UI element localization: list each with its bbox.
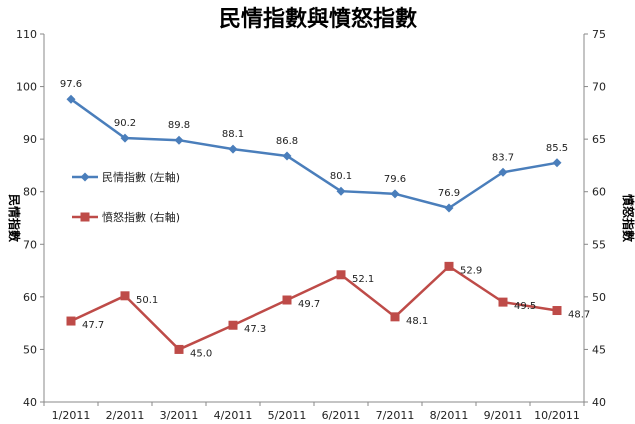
x-tick-label: 6/2011	[322, 409, 361, 422]
chart-title: 民情指數與憤怒指數	[219, 6, 417, 32]
data-label: 88.1	[222, 129, 244, 140]
data-label: 86.8	[276, 136, 298, 147]
data-label: 50.1	[136, 295, 158, 306]
y-ticks-right: 40 45 50 55 60 65 70 75	[584, 28, 606, 409]
y-axis-title-right: 憤怒指數	[621, 194, 635, 242]
data-point	[120, 133, 130, 143]
data-label: 52.9	[460, 265, 482, 276]
data-label: 97.6	[60, 79, 82, 90]
x-tick-label: 5/2011	[268, 409, 307, 422]
y-tick-label-right: 40	[592, 396, 606, 409]
data-point	[498, 297, 508, 307]
y-tick-label-left: 110	[16, 28, 37, 41]
data-point	[336, 270, 346, 280]
x-ticks: 1/2011 2/2011 3/2011 4/2011 5/2011 6/2011 7/20…	[43, 402, 585, 422]
y-tick-label-right: 60	[592, 186, 606, 199]
x-tick-label: 2/2011	[106, 409, 145, 422]
data-label: 76.9	[438, 188, 460, 199]
data-label: 52.1	[352, 274, 374, 285]
y-tick-label-left: 100	[16, 81, 37, 94]
data-label: 79.6	[384, 174, 406, 185]
data-point	[282, 151, 292, 161]
data-point	[174, 135, 184, 145]
data-label: 85.5	[546, 143, 568, 154]
data-point	[552, 306, 562, 316]
data-point	[174, 344, 184, 354]
legend-entry: 民情指數 (左軸)	[72, 170, 180, 184]
x-tick-label: 9/2011	[484, 409, 523, 422]
data-point	[444, 261, 454, 271]
data-point	[552, 158, 562, 168]
data-point	[228, 320, 238, 330]
y-tick-label-left: 40	[23, 396, 37, 409]
y-tick-label-right: 50	[592, 291, 606, 304]
y-tick-label-left: 90	[23, 133, 37, 146]
x-tick-label: 1/2011	[52, 409, 91, 422]
y-tick-label-left: 70	[23, 238, 37, 251]
data-point	[498, 167, 508, 177]
data-label: 47.7	[82, 320, 104, 331]
y-tick-label-right: 55	[592, 238, 606, 251]
legend-marker	[80, 172, 90, 182]
x-tick-label: 8/2011	[430, 409, 469, 422]
y-tick-label-right: 75	[592, 28, 606, 41]
data-point	[228, 144, 238, 154]
legend-entry: 憤怒指數 (右軸)	[72, 210, 180, 224]
data-label: 83.7	[492, 152, 514, 163]
series-layer: 97.6 90.2 89.8 88.1 86.8 80.1 79.6 76.9 83.7 85.5…	[60, 79, 590, 359]
data-point	[66, 316, 76, 326]
series-line	[70, 98, 558, 210]
data-point	[444, 203, 454, 213]
x-tick-label: 3/2011	[160, 409, 199, 422]
series-2: 47.7 50.1 45.0 47.3 49.7 52.1 48.1 52.9 49.5 48.7	[66, 261, 590, 359]
data-point	[282, 295, 292, 305]
data-label: 45.0	[190, 348, 212, 359]
y-tick-label-left: 60	[23, 291, 37, 304]
data-label: 90.2	[114, 118, 136, 129]
y-tick-label-left: 50	[23, 343, 37, 356]
legend: 民情指數 (左軸) 憤怒指數 (右軸)	[72, 170, 180, 224]
data-point	[390, 312, 400, 322]
data-label: 49.5	[514, 301, 536, 312]
data-label: 47.3	[244, 324, 266, 335]
y-tick-label-right: 65	[592, 133, 606, 146]
x-tick-label: 10/2011	[534, 409, 580, 422]
legend-label: 民情指數 (左軸)	[102, 170, 180, 184]
x-tick-label: 7/2011	[376, 409, 415, 422]
data-point	[336, 186, 346, 196]
data-label: 48.7	[568, 310, 590, 321]
x-tick-label: 4/2011	[214, 409, 253, 422]
data-point	[66, 94, 76, 104]
legend-label: 憤怒指數 (右軸)	[102, 210, 180, 224]
y-tick-label-right: 70	[592, 81, 606, 94]
y-tick-label-right: 45	[592, 343, 606, 356]
series-line	[70, 265, 558, 351]
data-label: 89.8	[168, 120, 190, 131]
data-point	[120, 291, 130, 301]
y-axis-title-left: 民情指數	[7, 194, 22, 242]
data-label: 49.7	[298, 299, 320, 310]
data-point	[390, 189, 400, 199]
y-tick-label-left: 80	[23, 186, 37, 199]
y-ticks-left: 40 50 60 70 80 90 100 110	[16, 28, 44, 409]
data-label: 48.1	[406, 316, 428, 327]
data-label: 80.1	[330, 171, 352, 182]
series-1: 97.6 90.2 89.8 88.1 86.8 80.1 79.6 76.9 83.7 85.5	[60, 79, 568, 213]
legend-marker	[80, 212, 90, 222]
